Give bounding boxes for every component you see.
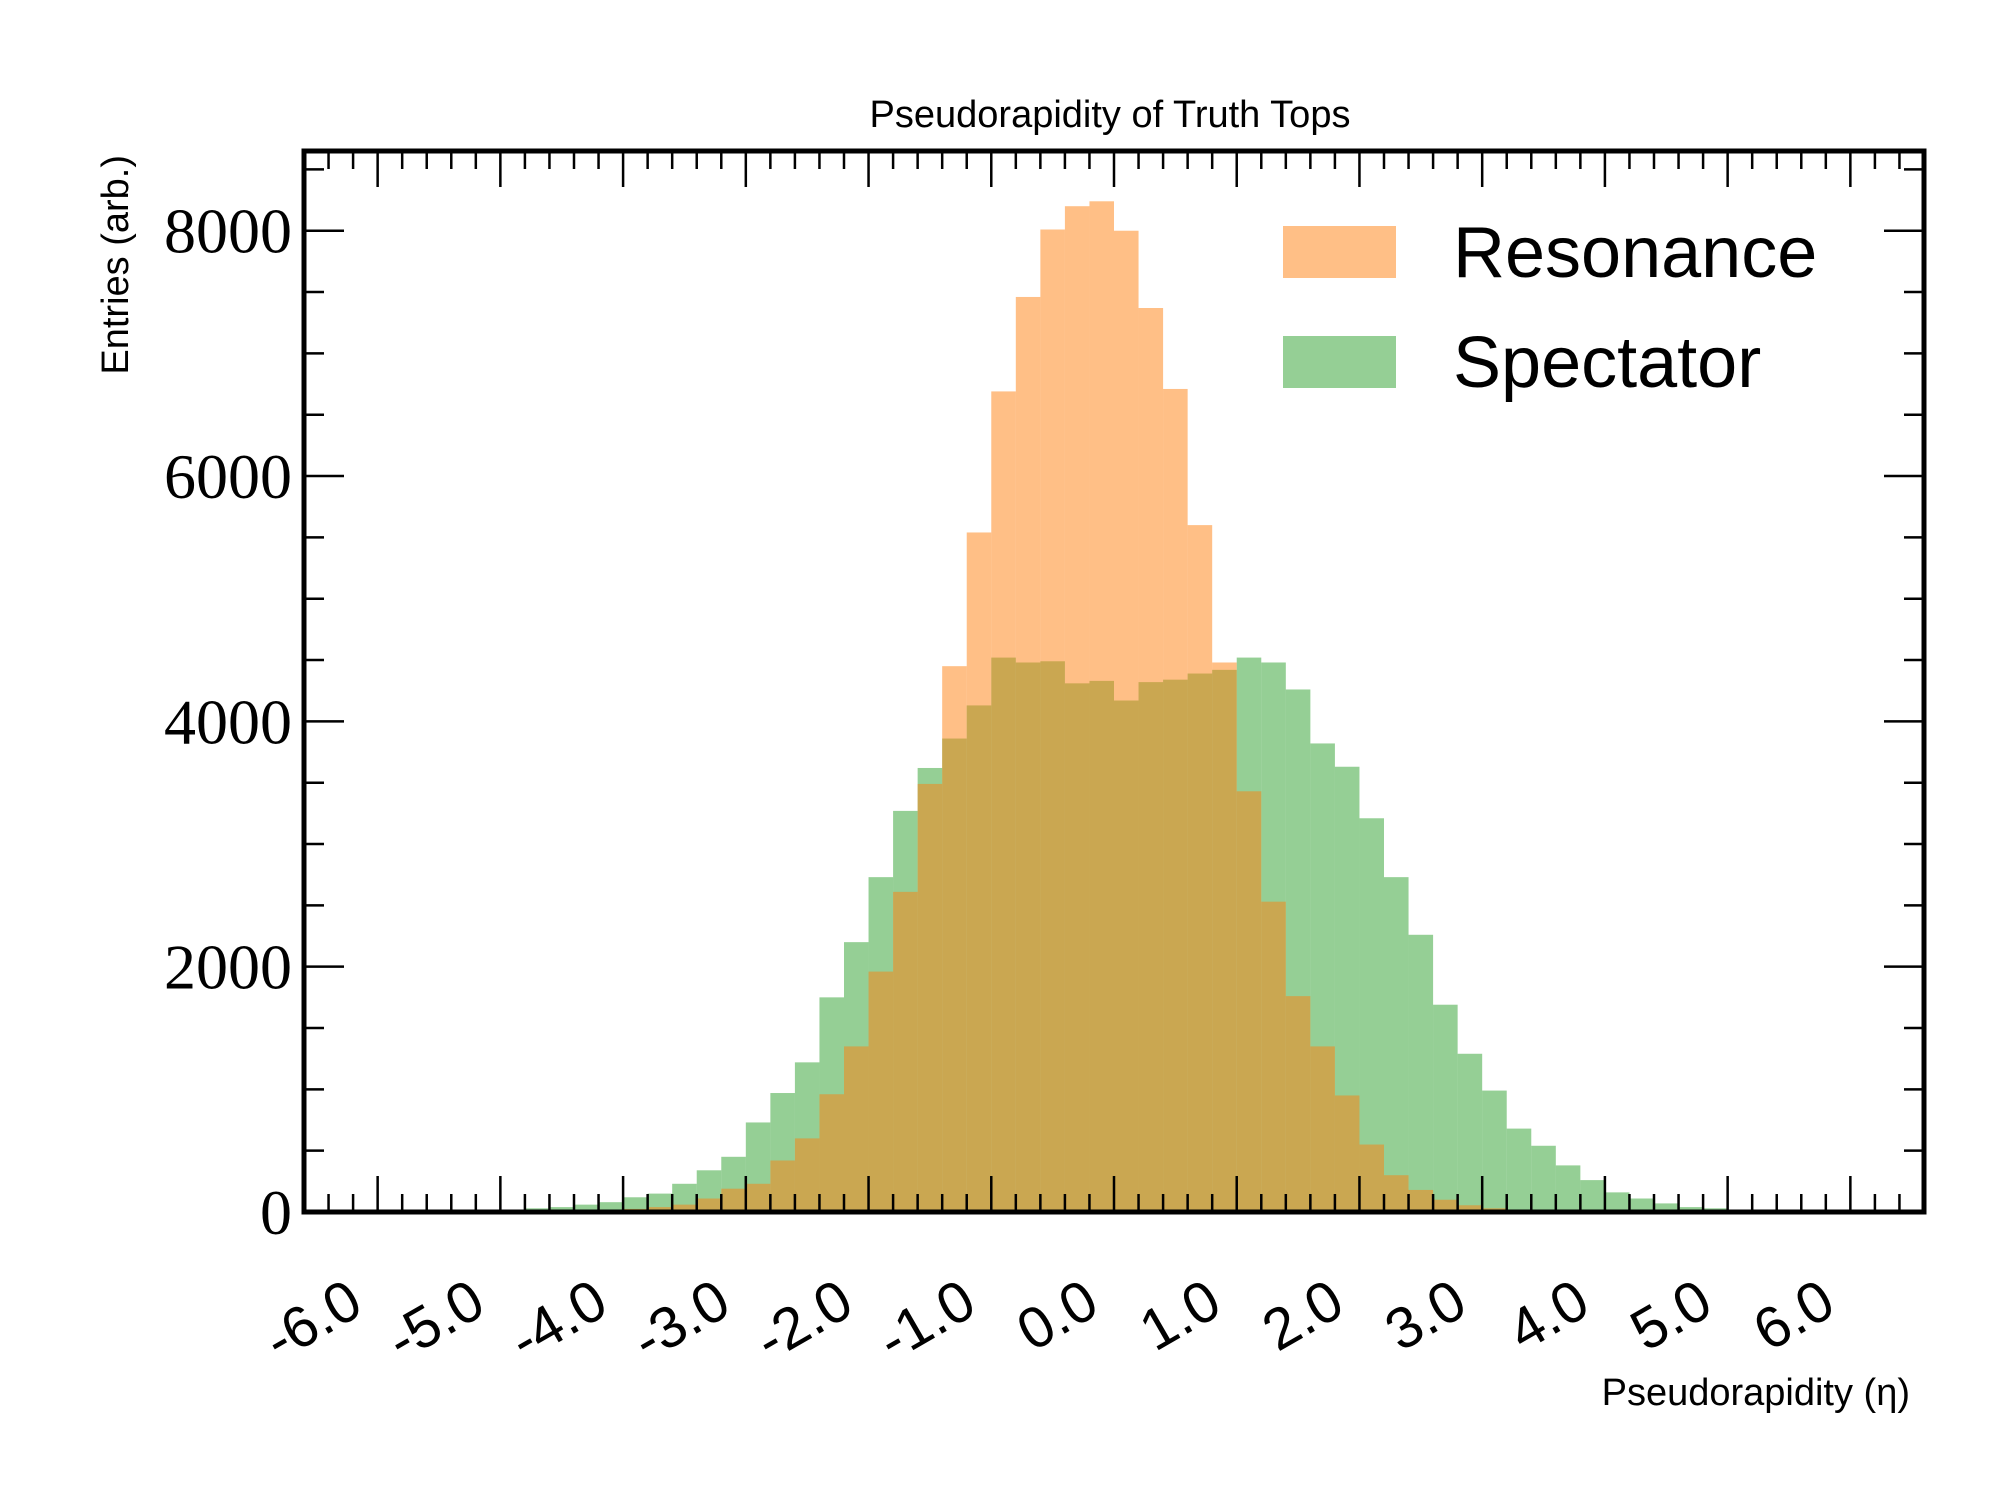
bar-spectator [1457, 1053, 1483, 1212]
bar-resonance [1015, 296, 1041, 1212]
legend-label-resonance: Resonance [1453, 213, 1817, 293]
ticks-layer [304, 151, 1924, 1214]
x-tick-label: -3.0 [621, 1267, 740, 1373]
bar-resonance [1359, 1144, 1384, 1212]
bar-resonance [942, 666, 967, 1212]
bar-resonance [868, 971, 894, 1212]
x-tick-label: -1.0 [867, 1267, 986, 1373]
y-tick-label: 6000 [164, 441, 292, 512]
bar-resonance [745, 1183, 771, 1212]
bar-resonance [1285, 996, 1311, 1212]
bar-resonance [696, 1198, 722, 1212]
x-tick-label: -5.0 [376, 1267, 495, 1373]
bar-spectator [598, 1202, 624, 1212]
bar-resonance [672, 1204, 697, 1212]
bar-spectator [1629, 1198, 1654, 1212]
y-tick-label: 0 [260, 1177, 292, 1248]
bar-spectator [1408, 934, 1434, 1212]
bar-spectator [1433, 1004, 1458, 1212]
bar-resonance [917, 783, 943, 1212]
legend-swatch-resonance [1283, 226, 1396, 278]
bar-spectator [1604, 1192, 1630, 1212]
bar-resonance [1212, 662, 1237, 1212]
x-tick-label: 3.0 [1374, 1267, 1476, 1364]
x-axis-label: Pseudorapidity (η) [1602, 1372, 1910, 1414]
chart-title: Pseudorapidity of Truth Tops [870, 94, 1351, 136]
bar-resonance [1187, 525, 1213, 1212]
bar-resonance [1457, 1205, 1483, 1212]
bar-resonance [794, 1138, 820, 1212]
bar-resonance [844, 1046, 869, 1212]
x-tick-label: 1.0 [1129, 1267, 1231, 1364]
bar-resonance [1236, 791, 1262, 1212]
x-tick-label: 4.0 [1497, 1267, 1599, 1364]
bar-resonance [1384, 1175, 1409, 1212]
y-axis-label: Entries (arb.) [95, 155, 137, 375]
x-tick-label: -6.0 [253, 1267, 372, 1373]
bar-spectator [574, 1204, 599, 1212]
bar-resonance [966, 532, 992, 1212]
y-tick-label: 2000 [164, 932, 292, 1003]
x-tick-label: 0.0 [1006, 1267, 1108, 1364]
bar-spectator [1654, 1203, 1679, 1212]
bar-resonance [770, 1160, 795, 1212]
x-tick-label: 5.0 [1620, 1267, 1722, 1364]
bar-resonance [893, 891, 918, 1212]
x-tick-label: 6.0 [1743, 1267, 1845, 1364]
legend: Resonance Spectator [1283, 213, 1817, 403]
x-tick-label: -2.0 [744, 1267, 863, 1373]
bar-spectator [623, 1197, 648, 1212]
bar-resonance [819, 1094, 844, 1212]
bar-spectator [1482, 1090, 1507, 1212]
bar-spectator [1580, 1180, 1605, 1212]
bar-resonance [1310, 1046, 1335, 1212]
bar-resonance [1163, 388, 1188, 1212]
bar-spectator [1555, 1165, 1581, 1212]
legend-swatch-spectator [1283, 336, 1396, 388]
y-tick-label: 4000 [164, 686, 292, 757]
bar-resonance [721, 1188, 746, 1212]
plot-frame [301, 148, 1927, 1215]
x-tick-label: 2.0 [1252, 1267, 1354, 1364]
bar-resonance [1138, 308, 1164, 1212]
bar-resonance [1114, 230, 1139, 1212]
bars-layer [524, 201, 1753, 1213]
bar-spectator [1384, 877, 1409, 1212]
bar-resonance [1334, 1095, 1360, 1212]
series-resonance [549, 201, 1654, 1213]
bar-resonance [1433, 1199, 1458, 1212]
bar-resonance [1064, 206, 1090, 1212]
bar-resonance [1408, 1189, 1434, 1212]
bar-resonance [1040, 229, 1065, 1213]
bar-resonance [1089, 201, 1114, 1213]
x-tick-label: -4.0 [499, 1267, 618, 1373]
legend-label-spectator: Spectator [1453, 323, 1761, 403]
bar-spectator [1506, 1128, 1532, 1212]
bar-resonance [991, 391, 1016, 1212]
y-tick-label: 8000 [164, 196, 292, 267]
bar-spectator [1531, 1145, 1556, 1212]
bar-resonance [1261, 901, 1286, 1212]
